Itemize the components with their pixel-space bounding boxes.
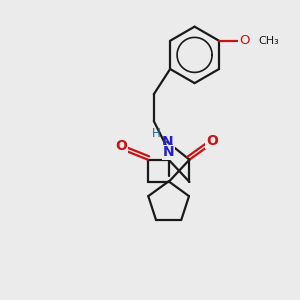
Text: CH₃: CH₃ — [258, 36, 279, 46]
Text: N: N — [161, 135, 173, 149]
Text: H: H — [152, 127, 160, 140]
Text: O: O — [115, 139, 127, 153]
Text: O: O — [239, 34, 250, 47]
Text: N: N — [163, 145, 175, 159]
Text: O: O — [206, 134, 218, 148]
